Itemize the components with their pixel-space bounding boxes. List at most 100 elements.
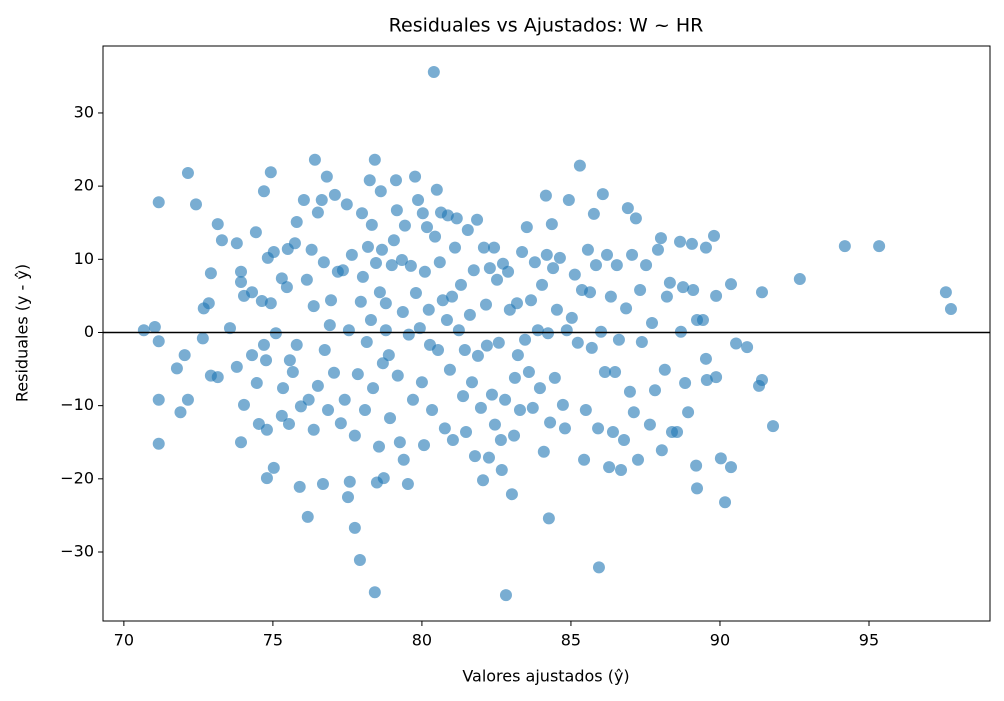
point — [323, 319, 336, 332]
y-tick-label: −10 — [60, 395, 94, 414]
point — [601, 248, 614, 261]
point — [426, 404, 439, 417]
point — [562, 194, 575, 207]
point — [379, 297, 392, 310]
point — [488, 418, 501, 431]
point — [635, 335, 648, 348]
point — [510, 297, 523, 310]
point — [280, 281, 293, 294]
point — [612, 333, 625, 346]
point — [215, 234, 228, 247]
point — [438, 422, 451, 435]
point — [311, 379, 324, 392]
point — [148, 320, 161, 333]
x-axis-label: Valores ajustados (ŷ) — [462, 667, 629, 686]
point — [257, 185, 270, 198]
point — [181, 166, 194, 179]
point — [483, 262, 496, 275]
point — [499, 393, 512, 406]
point — [409, 170, 422, 183]
point — [234, 436, 247, 449]
point — [354, 295, 367, 308]
point — [537, 445, 550, 458]
point — [508, 371, 521, 384]
point — [687, 284, 700, 297]
point — [873, 240, 886, 253]
point — [592, 422, 605, 435]
point — [305, 243, 318, 256]
point — [230, 360, 243, 373]
point — [368, 586, 381, 599]
point — [457, 390, 470, 403]
x-tick-label: 75 — [263, 631, 283, 650]
point — [363, 174, 376, 187]
point — [522, 365, 535, 378]
y-tick-label: 10 — [74, 249, 94, 268]
point — [440, 314, 453, 327]
point — [174, 406, 187, 419]
point — [454, 278, 467, 291]
point — [578, 453, 591, 466]
x-tick-label: 85 — [561, 631, 581, 650]
point — [374, 185, 387, 198]
point — [629, 212, 642, 225]
point — [477, 474, 490, 487]
point — [189, 198, 202, 211]
point — [422, 303, 435, 316]
point — [448, 241, 461, 254]
point — [317, 256, 330, 269]
point — [390, 204, 403, 217]
point — [660, 290, 673, 303]
point — [519, 333, 532, 346]
y-tick-label: 0 — [84, 322, 94, 341]
point — [581, 243, 594, 256]
plot-frame — [102, 45, 991, 622]
point — [356, 207, 369, 220]
point — [696, 314, 709, 327]
point — [446, 434, 459, 447]
point — [621, 202, 634, 215]
point — [260, 423, 273, 436]
point — [290, 215, 303, 228]
point — [463, 308, 476, 321]
point — [433, 256, 446, 269]
point — [307, 423, 320, 436]
point — [351, 368, 364, 381]
point — [436, 294, 449, 307]
point — [730, 337, 743, 350]
point — [288, 237, 301, 250]
point — [499, 589, 512, 602]
point — [640, 259, 653, 272]
y-axis-label: Residuales (y - ŷ) — [13, 264, 32, 402]
point — [699, 352, 712, 365]
point — [568, 268, 581, 281]
point — [398, 219, 411, 232]
point — [430, 183, 443, 196]
point — [275, 272, 288, 285]
point — [353, 554, 366, 567]
point — [406, 393, 419, 406]
point — [416, 207, 429, 220]
point — [533, 382, 546, 395]
point — [202, 297, 215, 310]
point — [393, 436, 406, 449]
chart-title: Residuales vs Ajustados: W ~ HR — [389, 15, 704, 37]
y-tick-label: −20 — [60, 468, 94, 487]
point — [724, 278, 737, 291]
point — [379, 324, 392, 337]
point — [230, 237, 243, 250]
point — [479, 298, 492, 311]
point — [513, 404, 526, 417]
point — [634, 284, 647, 297]
point — [290, 338, 303, 351]
point — [446, 290, 459, 303]
point — [391, 369, 404, 382]
point — [396, 305, 409, 318]
point — [418, 439, 431, 452]
point — [361, 240, 374, 253]
point — [646, 316, 659, 329]
point — [691, 482, 704, 495]
point — [495, 464, 508, 477]
point — [690, 459, 703, 472]
